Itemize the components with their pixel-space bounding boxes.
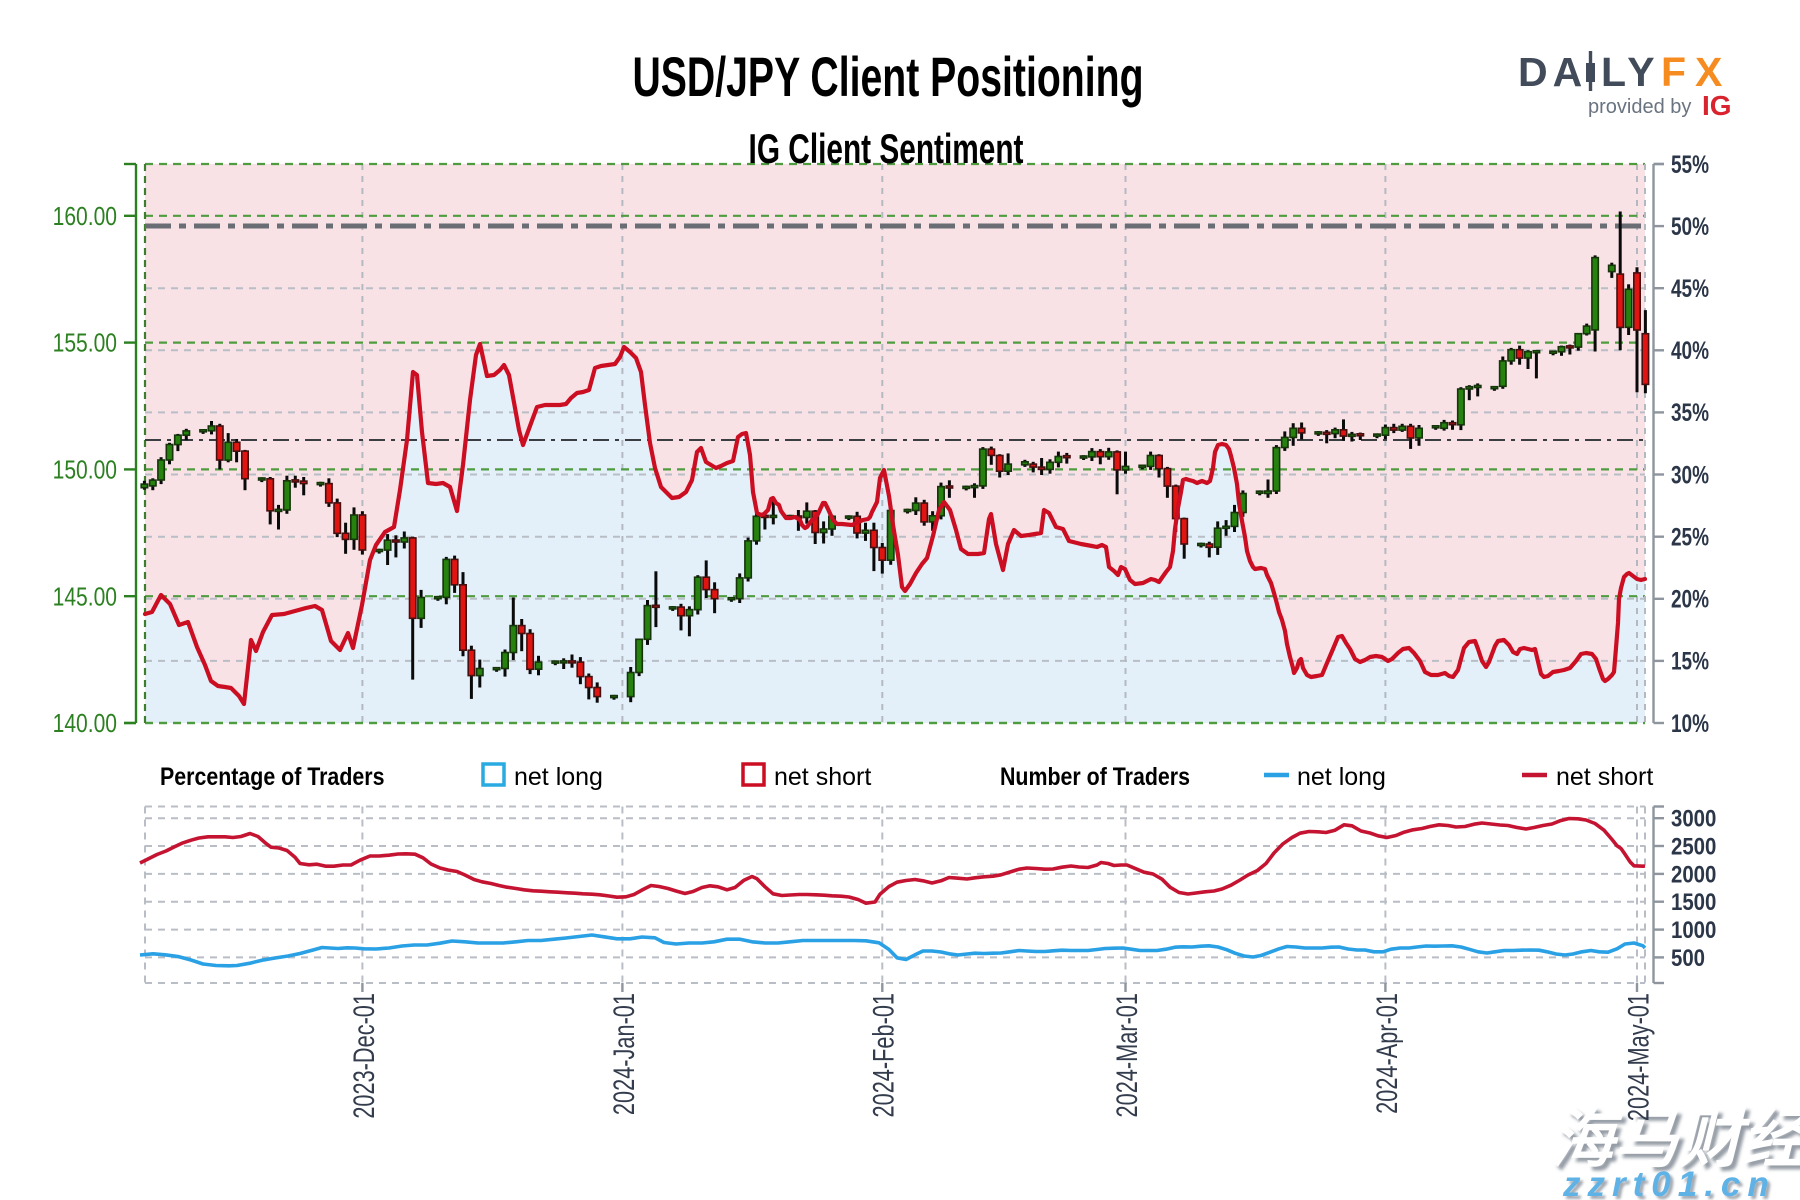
svg-text:1000: 1000: [1671, 916, 1716, 943]
svg-text:25%: 25%: [1671, 523, 1709, 551]
svg-text:FX: FX: [1661, 49, 1731, 95]
svg-text:Percentage of Traders: Percentage of Traders: [160, 762, 384, 790]
svg-text:2000: 2000: [1671, 861, 1716, 888]
svg-text:35%: 35%: [1671, 399, 1709, 427]
svg-text:2024-Jan-01: 2024-Jan-01: [606, 993, 640, 1115]
svg-text:3000: 3000: [1671, 805, 1716, 832]
svg-text:IG: IG: [1702, 90, 1732, 121]
svg-text:40%: 40%: [1671, 337, 1709, 365]
svg-text:Number of Traders: Number of Traders: [1000, 762, 1190, 790]
svg-text:2024-Feb-01: 2024-Feb-01: [866, 993, 900, 1117]
svg-text:10%: 10%: [1671, 709, 1709, 737]
svg-text:net short: net short: [774, 763, 871, 791]
svg-text:zzrt01.cn: zzrt01.cn: [1562, 1165, 1776, 1200]
svg-text:140.00: 140.00: [53, 710, 117, 739]
svg-text:55%: 55%: [1671, 150, 1709, 178]
svg-text:海马财经: 海马财经: [1550, 1103, 1800, 1175]
svg-text:1500: 1500: [1671, 889, 1716, 916]
svg-text:2023-Dec-01: 2023-Dec-01: [346, 993, 380, 1119]
svg-text:15%: 15%: [1671, 647, 1709, 675]
svg-text:net long: net long: [1297, 763, 1386, 791]
svg-text:30%: 30%: [1671, 461, 1709, 489]
svg-text:USD/JPY Client Positioning: USD/JPY Client Positioning: [632, 46, 1143, 109]
svg-text:150.00: 150.00: [53, 457, 117, 486]
svg-text:LY: LY: [1601, 49, 1660, 95]
svg-text:2024-Mar-01: 2024-Mar-01: [1109, 993, 1143, 1117]
svg-text:2024-May-01: 2024-May-01: [1621, 993, 1655, 1121]
svg-text:50%: 50%: [1671, 212, 1709, 240]
svg-text:provided by: provided by: [1588, 96, 1691, 118]
svg-text:2024-Apr-01: 2024-Apr-01: [1369, 993, 1403, 1114]
svg-text:IG Client Sentiment: IG Client Sentiment: [749, 125, 1024, 172]
svg-text:net long: net long: [514, 763, 603, 791]
svg-text:net short: net short: [1556, 763, 1653, 791]
svg-text:20%: 20%: [1671, 585, 1709, 613]
svg-text:155.00: 155.00: [53, 330, 117, 359]
svg-text:145.00: 145.00: [53, 583, 117, 612]
svg-text:DA: DA: [1518, 49, 1587, 95]
svg-text:2500: 2500: [1671, 833, 1716, 860]
svg-text:45%: 45%: [1671, 274, 1709, 302]
svg-text:500: 500: [1671, 944, 1705, 971]
svg-text:160.00: 160.00: [53, 203, 117, 232]
